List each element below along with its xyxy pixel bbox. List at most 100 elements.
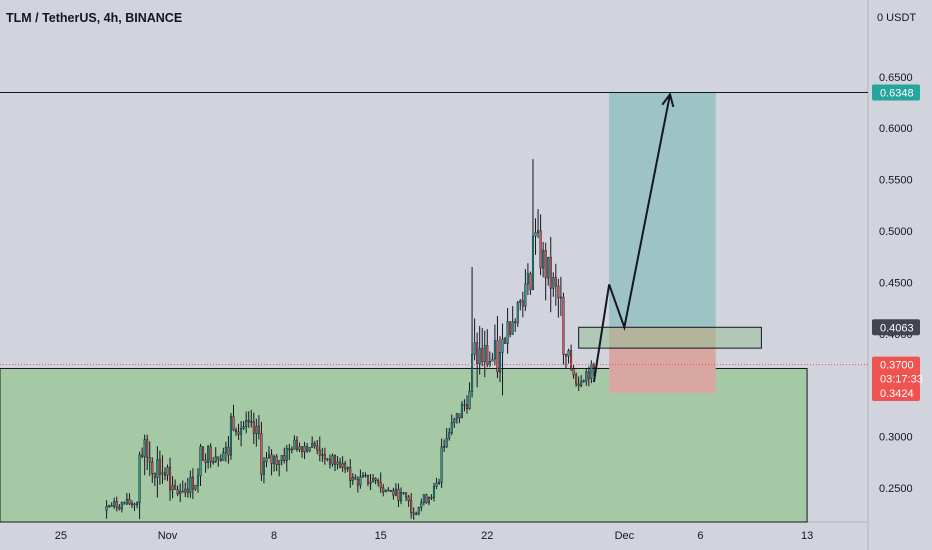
candle-bear — [115, 501, 118, 508]
candle-bear — [234, 429, 238, 433]
candle-bull — [293, 439, 296, 450]
candle-bull — [113, 501, 116, 507]
candle-bull — [559, 296, 562, 299]
candle-bull — [448, 432, 451, 439]
x-tick-label: Dec — [615, 530, 635, 542]
candle-bull — [242, 426, 245, 429]
x-tick-label: Nov — [158, 530, 178, 542]
candle-bear — [202, 446, 205, 461]
candle-bull — [455, 413, 458, 420]
candle-bear — [323, 454, 326, 460]
candle-bear — [405, 492, 408, 498]
candle-bull — [438, 482, 441, 484]
candle-bear — [397, 488, 400, 501]
candle-bull — [156, 459, 159, 478]
candle-bull — [336, 461, 339, 465]
candles-layer — [105, 159, 595, 520]
candle-bull — [262, 461, 265, 475]
candle-bull — [432, 486, 436, 498]
candle-bear — [529, 273, 532, 291]
candle-bear — [313, 443, 316, 447]
candle-bear — [554, 277, 557, 287]
candle-bull — [240, 428, 243, 435]
price-labels: 0.6348 0.4063 0.3700 03:17:33 0.3424 — [872, 84, 923, 401]
candle-bull — [463, 404, 466, 406]
y-tick-label: 0.4500 — [879, 277, 913, 289]
candle-bear — [209, 446, 212, 463]
candle-bear — [191, 476, 194, 490]
candle-bear — [402, 492, 405, 494]
y-tick-label: 0.5000 — [879, 226, 913, 238]
candle-bear — [257, 425, 260, 434]
y-tick-label: 0.2500 — [879, 483, 913, 495]
candle-bull — [290, 448, 293, 451]
candle-bear — [275, 456, 278, 465]
candle-bull — [171, 485, 174, 491]
candle-bull — [212, 461, 215, 463]
candle-bear — [176, 489, 179, 495]
candle-bull — [229, 416, 232, 456]
candle-bull — [265, 457, 268, 463]
candle-bear — [575, 374, 578, 385]
candle-bear — [392, 490, 395, 496]
candle-bear — [514, 321, 517, 324]
candle-bull — [483, 345, 486, 363]
candle-bull — [214, 456, 217, 462]
candle-bull — [189, 476, 192, 493]
candle-bear — [349, 467, 352, 481]
candle-bear — [174, 485, 177, 490]
candle-bear — [504, 338, 507, 344]
candle-bear — [181, 490, 184, 493]
candle-bear — [247, 420, 250, 422]
candle-bear — [219, 458, 222, 461]
candle-bull — [361, 475, 364, 478]
candle-bull — [222, 452, 225, 461]
candle-bear — [509, 321, 512, 335]
candle-bull — [450, 422, 453, 433]
candle-bear — [587, 371, 590, 379]
candle-bull — [473, 342, 476, 355]
candle-bear — [354, 477, 357, 480]
candle-bear — [158, 459, 161, 475]
candle-bear — [592, 363, 595, 368]
x-tick-label: 8 — [271, 530, 277, 542]
candle-bear — [110, 505, 113, 507]
price-label-last-value: 0.3700 — [880, 360, 914, 372]
candle-bear — [549, 256, 552, 289]
lines-layer — [0, 91, 868, 383]
candle-bull — [580, 381, 583, 386]
price-label-target — [872, 84, 920, 101]
candle-bull — [364, 474, 367, 477]
candle-bear — [557, 285, 560, 299]
candle-bull — [105, 506, 108, 511]
candle-bear — [169, 467, 172, 491]
candle-bull — [285, 448, 288, 461]
candle-bear — [407, 496, 410, 501]
time-axis[interactable] — [0, 522, 868, 550]
candle-bull — [245, 420, 248, 427]
x-tick-label: 6 — [697, 530, 703, 542]
candle-bull — [567, 350, 570, 357]
candle-bear — [148, 457, 151, 463]
candle-bear — [387, 489, 390, 492]
candle-bull — [321, 454, 324, 456]
candle-bull — [267, 454, 271, 459]
candle-bull — [125, 498, 128, 505]
candle-bear — [232, 416, 235, 431]
candle-bear — [521, 300, 524, 307]
candle-bear — [227, 446, 230, 456]
candle-bear — [153, 473, 156, 478]
candle-bull — [166, 467, 169, 476]
candle-bull — [590, 363, 593, 379]
zone-target — [609, 92, 716, 328]
candle-bear — [410, 500, 413, 513]
candle-bear — [217, 456, 220, 460]
candle-bear — [572, 368, 575, 376]
candle-bull — [524, 283, 527, 307]
candle-bear — [481, 348, 484, 363]
candle-bear — [425, 494, 428, 503]
candle-bull — [273, 456, 276, 464]
candle-bear — [339, 461, 342, 468]
candle-bull — [415, 513, 418, 515]
